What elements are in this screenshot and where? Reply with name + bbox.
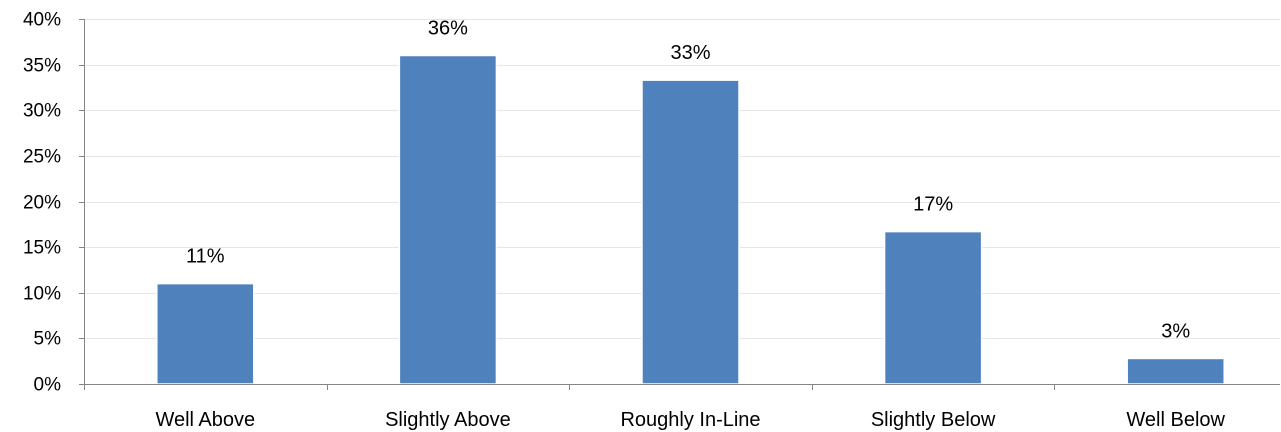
y-tick-label: 35% [23, 56, 61, 77]
y-tick-label: 20% [23, 193, 61, 214]
y-tick-label: 40% [23, 10, 61, 31]
x-category-label: Slightly Below [871, 409, 996, 431]
bar-well-above [156, 282, 255, 385]
y-tick-label: 15% [23, 238, 61, 259]
data-label: 17% [913, 194, 953, 216]
x-category-label: Well Above [155, 409, 255, 431]
bar-well-below [1126, 357, 1225, 385]
y-tick-label: 5% [34, 329, 62, 350]
data-label: 3% [1161, 320, 1190, 342]
data-label: 36% [428, 18, 468, 40]
x-category-label: Slightly Above [385, 409, 511, 431]
y-tick-label: 10% [23, 284, 61, 305]
labels: 0% 5% 10% 15% 20% 25% 30% 35% 40% 11% Well Above 36… [23, 10, 1226, 432]
bar-roughly-in-line [641, 79, 740, 385]
x-category-label: Well Below [1126, 409, 1225, 431]
data-label: 11% [186, 246, 225, 268]
bar-slightly-above [398, 54, 498, 385]
bar-slightly-below [883, 230, 983, 385]
y-tick-label: 0% [34, 375, 62, 396]
data-label: 33% [670, 42, 710, 64]
y-tick-label: 25% [23, 147, 61, 168]
bars [156, 54, 1225, 385]
x-category-label: Roughly In-Line [620, 409, 760, 431]
axes [79, 19, 1280, 390]
y-tick-label: 30% [23, 101, 61, 122]
